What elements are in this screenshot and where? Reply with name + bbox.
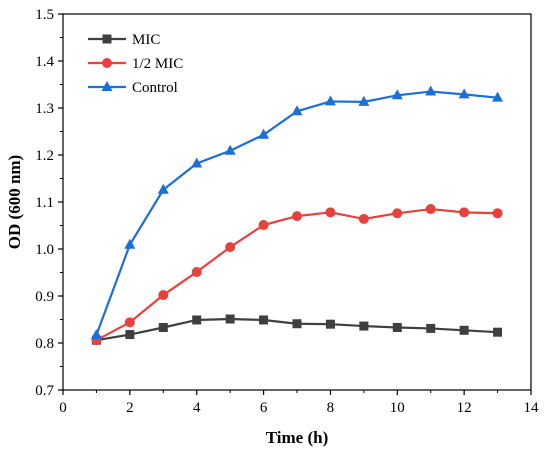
x-tick-label: 12 — [457, 400, 472, 416]
x-tick-label: 0 — [59, 400, 67, 416]
data-point-1-2-mic — [492, 208, 503, 219]
data-point-control — [391, 89, 403, 100]
data-point-control — [124, 238, 136, 249]
y-tick-label: 1.0 — [35, 242, 54, 258]
x-tick-label: 4 — [193, 400, 201, 416]
data-point-control — [90, 329, 102, 340]
data-point-control — [191, 157, 203, 168]
legend-item-mic: MIC — [88, 32, 160, 48]
data-point-1-2-mic — [258, 220, 269, 231]
y-axis-label: OD (600 nm) — [5, 155, 24, 249]
data-point-1-2-mic — [191, 267, 202, 278]
data-point-control — [291, 105, 303, 116]
data-point-mic — [225, 314, 235, 324]
y-tick-label: 1.3 — [35, 101, 54, 117]
series-layer — [90, 85, 504, 346]
data-point-1-2-mic — [358, 213, 369, 224]
series-control — [90, 85, 504, 340]
series-mic — [91, 314, 503, 345]
x-axis-ticks: 0 2 4 6 8 10 12 14 — [59, 390, 539, 416]
data-point-control — [224, 144, 236, 155]
data-point-control — [458, 88, 470, 99]
data-point-mic — [493, 327, 503, 337]
legend-label: Control — [132, 80, 178, 96]
y-tick-label: 0.7 — [35, 383, 54, 399]
legend-marker — [102, 58, 112, 68]
legend-item-control: Control — [88, 80, 178, 96]
legend-label: MIC — [132, 32, 160, 48]
legend: MIC 1/2 MIC Control — [88, 32, 183, 96]
data-point-control — [157, 183, 169, 194]
data-point-1-2-mic — [225, 242, 236, 253]
data-point-control — [324, 95, 336, 106]
data-point-1-2-mic — [292, 211, 302, 222]
legend-marker — [101, 81, 113, 91]
data-point-1-2-mic — [425, 204, 436, 215]
legend-item-1-2-mic: 1/2 MIC — [88, 56, 183, 72]
x-axis-label: Time (h) — [266, 428, 329, 447]
data-point-control — [425, 85, 437, 96]
data-point-mic — [125, 330, 135, 340]
data-point-mic — [158, 322, 168, 332]
data-point-1-2-mic — [459, 207, 470, 218]
series-1-2-mic — [91, 204, 503, 346]
data-point-mic — [359, 321, 369, 331]
data-point-mic — [292, 319, 302, 329]
x-tick-label: 2 — [126, 400, 134, 416]
y-tick-label: 1.2 — [35, 148, 54, 164]
data-point-1-2-mic — [325, 207, 336, 218]
data-point-control — [492, 91, 504, 102]
y-tick-label: 0.8 — [35, 336, 54, 352]
legend-marker — [102, 34, 112, 44]
data-point-1-2-mic — [158, 290, 169, 301]
legend-label: 1/2 MIC — [132, 56, 183, 72]
y-tick-label: 1.1 — [35, 195, 54, 211]
data-point-mic — [192, 315, 202, 325]
y-axis-ticks: 0.7 0.8 0.9 1.0 1.1 1.2 1.3 1.4 1.5 — [35, 7, 63, 399]
data-point-mic — [325, 319, 335, 329]
data-point-mic — [259, 315, 269, 325]
x-tick-label: 14 — [524, 400, 540, 416]
data-point-control — [258, 128, 270, 139]
data-point-1-2-mic — [124, 317, 135, 328]
x-tick-label: 8 — [327, 400, 335, 416]
data-point-mic — [459, 325, 469, 335]
y-tick-label: 1.4 — [35, 54, 54, 70]
data-point-mic — [426, 323, 436, 333]
data-point-mic — [392, 322, 402, 332]
x-tick-label: 6 — [260, 400, 268, 416]
y-tick-label: 1.5 — [35, 7, 54, 23]
data-point-control — [358, 95, 370, 106]
x-tick-label: 10 — [390, 400, 405, 416]
y-tick-label: 0.9 — [35, 289, 54, 305]
data-point-1-2-mic — [392, 208, 403, 219]
